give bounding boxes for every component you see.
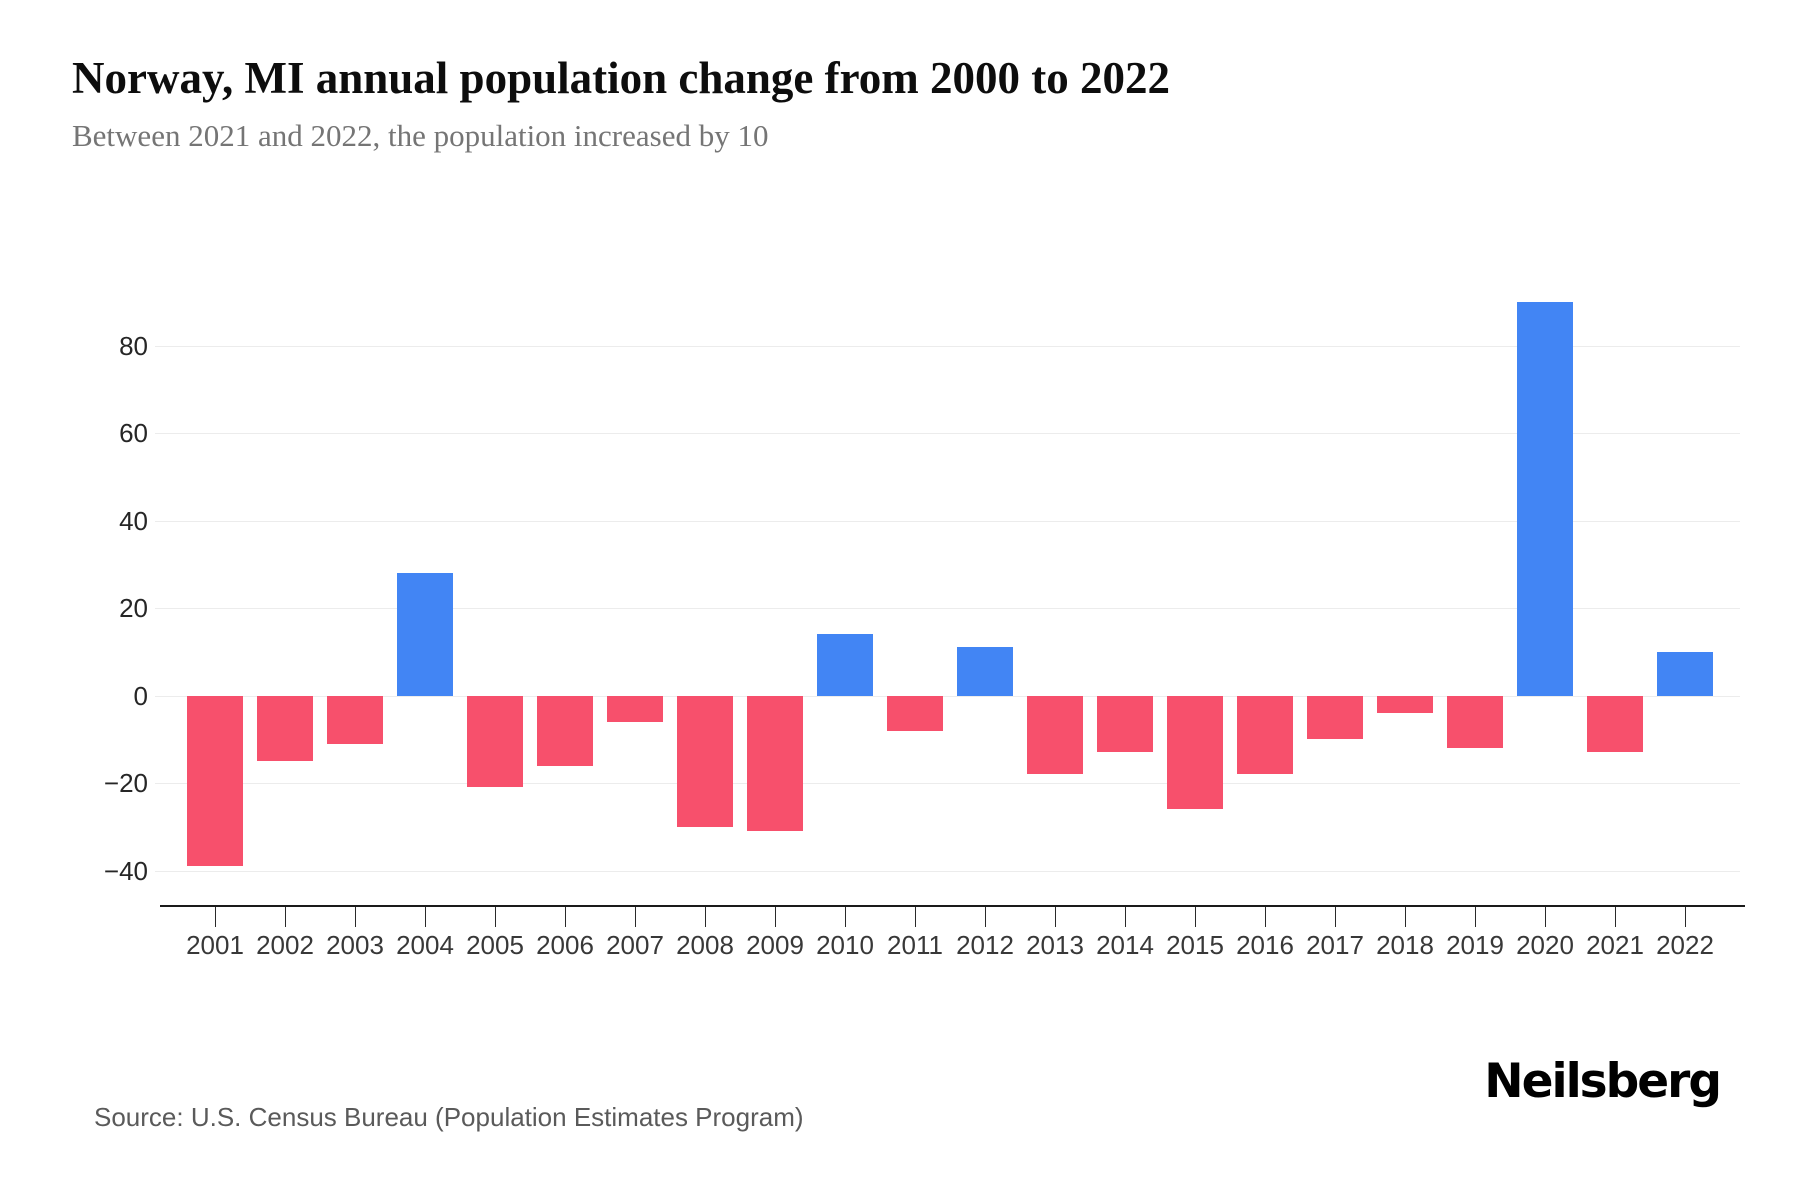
neilsberg-logo: Neilsberg	[1484, 1054, 1722, 1109]
chart-title: Norway, MI annual population change from…	[72, 53, 1171, 103]
y-axis-tick-label: 40	[119, 505, 148, 536]
bar-2002[interactable]	[257, 695, 313, 762]
chart-subtitle: Between 2021 and 2022, the population in…	[72, 118, 769, 153]
x-axis-tick	[1265, 907, 1266, 927]
bar-2006[interactable]	[537, 695, 593, 766]
y-axis-tick-label: −40	[103, 855, 148, 886]
bar-2005[interactable]	[467, 695, 523, 788]
x-axis-label-2020: 2020	[1516, 930, 1574, 960]
x-axis-label-2018: 2018	[1376, 930, 1434, 960]
x-axis-label-2003: 2003	[326, 930, 384, 960]
x-axis-tick	[635, 907, 636, 927]
x-axis-label-2014: 2014	[1096, 930, 1154, 960]
x-axis-tick	[1125, 907, 1126, 927]
x-axis-tick	[1335, 907, 1336, 927]
bar-2015[interactable]	[1167, 695, 1223, 810]
x-axis-label-2005: 2005	[466, 930, 524, 960]
x-axis-line	[160, 905, 1745, 907]
gridline-y--20	[155, 783, 1740, 784]
x-axis-label-2017: 2017	[1306, 930, 1364, 960]
bar-2014[interactable]	[1097, 695, 1153, 753]
x-axis-label-2016: 2016	[1236, 930, 1294, 960]
bar-2003[interactable]	[327, 695, 383, 744]
bar-2013[interactable]	[1027, 695, 1083, 775]
x-axis-label-2001: 2001	[186, 930, 244, 960]
x-axis-tick	[1615, 907, 1616, 927]
x-axis-label-2011: 2011	[887, 930, 943, 960]
x-axis-tick	[285, 907, 286, 927]
bar-2011[interactable]	[887, 695, 943, 731]
gridline-y-40	[155, 520, 1740, 522]
gridline-y-0	[155, 695, 1740, 697]
gridline-y-20	[155, 608, 1740, 609]
x-axis-tick	[1545, 907, 1546, 927]
bar-2009[interactable]	[747, 695, 803, 832]
bar-2018[interactable]	[1377, 695, 1433, 713]
bar-2021[interactable]	[1587, 695, 1643, 753]
x-axis-tick	[915, 907, 916, 927]
x-axis-tick	[355, 907, 356, 927]
y-axis-tick-label: 20	[119, 593, 148, 623]
x-axis-label-2022: 2022	[1656, 930, 1714, 960]
x-axis-label-2006: 2006	[536, 930, 594, 960]
x-axis-tick	[215, 907, 216, 927]
bar-2004[interactable]	[397, 573, 453, 696]
bar-2012[interactable]	[957, 647, 1013, 696]
x-axis-tick	[845, 907, 846, 927]
x-axis-tick	[1405, 907, 1406, 927]
bar-2017[interactable]	[1307, 695, 1363, 740]
x-axis-tick	[495, 907, 496, 927]
y-axis-tick-label: 80	[119, 330, 148, 361]
y-axis-tick-label: −20	[103, 768, 148, 798]
bar-2010[interactable]	[817, 634, 873, 696]
x-axis-label-2004: 2004	[396, 930, 454, 960]
x-axis-tick	[1685, 907, 1686, 927]
y-axis-tick-label: 0	[133, 680, 148, 711]
bar-2016[interactable]	[1237, 695, 1293, 775]
x-axis-label-2009: 2009	[746, 930, 804, 960]
x-axis-label-2019: 2019	[1446, 930, 1504, 960]
x-axis-tick	[1475, 907, 1476, 927]
bar-2022[interactable]	[1657, 651, 1713, 696]
x-axis-label-2010: 2010	[816, 930, 874, 960]
source-text: Source: U.S. Census Bureau (Population E…	[94, 1102, 804, 1132]
x-axis-tick	[985, 907, 986, 927]
bar-2007[interactable]	[607, 695, 663, 722]
gridline-y--40	[155, 870, 1740, 872]
x-axis-tick	[705, 907, 706, 927]
x-axis-tick	[1055, 907, 1056, 927]
y-axis-tick-label: 60	[119, 418, 148, 448]
x-axis-tick	[1195, 907, 1196, 927]
bar-2019[interactable]	[1447, 695, 1503, 748]
bar-2001[interactable]	[187, 695, 243, 867]
x-axis-label-2007: 2007	[606, 930, 664, 960]
x-axis-label-2002: 2002	[256, 930, 314, 960]
bar-2008[interactable]	[677, 695, 733, 827]
x-axis-label-2015: 2015	[1166, 930, 1224, 960]
x-axis-label-2012: 2012	[956, 930, 1014, 960]
x-axis-label-2021: 2021	[1586, 930, 1644, 960]
x-axis-label-2008: 2008	[676, 930, 734, 960]
x-axis-tick	[775, 907, 776, 927]
gridline-y-60	[155, 433, 1740, 434]
gridline-y-80	[155, 345, 1740, 347]
x-axis-label-2013: 2013	[1026, 930, 1084, 960]
x-axis-tick	[565, 907, 566, 927]
bar-2020[interactable]	[1517, 301, 1573, 696]
x-axis-tick	[425, 907, 426, 927]
